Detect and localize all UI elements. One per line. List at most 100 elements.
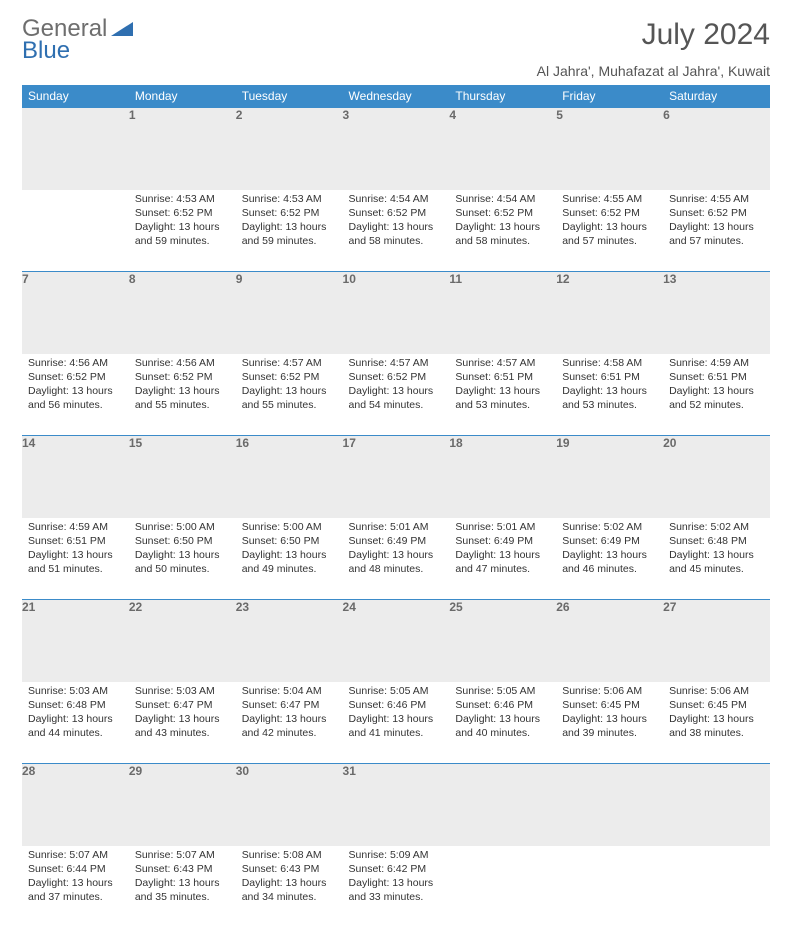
brand-word2: Blue: [22, 40, 70, 62]
day-details: Sunrise: 5:08 AMSunset: 6:43 PMDaylight:…: [236, 846, 343, 911]
day-body-row: Sunrise: 4:56 AMSunset: 6:52 PMDaylight:…: [22, 354, 770, 436]
day-number: 12: [556, 272, 663, 354]
day-details: Sunrise: 5:00 AMSunset: 6:50 PMDaylight:…: [236, 518, 343, 583]
day-details: Sunrise: 4:56 AMSunset: 6:52 PMDaylight:…: [129, 354, 236, 419]
day-number: 30: [236, 764, 343, 846]
day-number: [556, 764, 663, 846]
day-body-row: Sunrise: 5:03 AMSunset: 6:48 PMDaylight:…: [22, 682, 770, 764]
day-number-row: 14151617181920: [22, 436, 770, 518]
day-details: Sunrise: 4:54 AMSunset: 6:52 PMDaylight:…: [343, 190, 450, 255]
month-title: July 2024: [642, 18, 770, 52]
day-cell: Sunrise: 4:55 AMSunset: 6:52 PMDaylight:…: [663, 190, 770, 272]
weekday-header: Saturday: [663, 85, 770, 108]
day-number: 7: [22, 272, 129, 354]
day-details: [663, 846, 770, 854]
weekday-header: Sunday: [22, 85, 129, 108]
day-details: Sunrise: 4:55 AMSunset: 6:52 PMDaylight:…: [663, 190, 770, 255]
day-details: Sunrise: 4:57 AMSunset: 6:51 PMDaylight:…: [449, 354, 556, 419]
day-body-row: Sunrise: 5:07 AMSunset: 6:44 PMDaylight:…: [22, 846, 770, 928]
day-cell: Sunrise: 4:58 AMSunset: 6:51 PMDaylight:…: [556, 354, 663, 436]
day-cell: [22, 190, 129, 272]
day-cell: Sunrise: 5:08 AMSunset: 6:43 PMDaylight:…: [236, 846, 343, 928]
day-number: 14: [22, 436, 129, 518]
day-number: 29: [129, 764, 236, 846]
day-number: 15: [129, 436, 236, 518]
day-details: Sunrise: 5:03 AMSunset: 6:48 PMDaylight:…: [22, 682, 129, 747]
day-details: Sunrise: 4:57 AMSunset: 6:52 PMDaylight:…: [343, 354, 450, 419]
day-cell: Sunrise: 4:55 AMSunset: 6:52 PMDaylight:…: [556, 190, 663, 272]
day-cell: Sunrise: 5:06 AMSunset: 6:45 PMDaylight:…: [663, 682, 770, 764]
weekday-header: Thursday: [449, 85, 556, 108]
day-details: [556, 846, 663, 854]
day-cell: Sunrise: 5:03 AMSunset: 6:48 PMDaylight:…: [22, 682, 129, 764]
day-cell: Sunrise: 5:01 AMSunset: 6:49 PMDaylight:…: [449, 518, 556, 600]
day-cell: Sunrise: 5:03 AMSunset: 6:47 PMDaylight:…: [129, 682, 236, 764]
day-details: Sunrise: 5:07 AMSunset: 6:44 PMDaylight:…: [22, 846, 129, 911]
day-details: Sunrise: 4:56 AMSunset: 6:52 PMDaylight:…: [22, 354, 129, 419]
weekday-header: Monday: [129, 85, 236, 108]
day-details: Sunrise: 4:53 AMSunset: 6:52 PMDaylight:…: [129, 190, 236, 255]
calendar-table: SundayMondayTuesdayWednesdayThursdayFrid…: [22, 85, 770, 928]
day-details: Sunrise: 5:07 AMSunset: 6:43 PMDaylight:…: [129, 846, 236, 911]
weekday-header: Wednesday: [343, 85, 450, 108]
day-cell: Sunrise: 4:59 AMSunset: 6:51 PMDaylight:…: [663, 354, 770, 436]
day-cell: Sunrise: 5:02 AMSunset: 6:48 PMDaylight:…: [663, 518, 770, 600]
day-number: 19: [556, 436, 663, 518]
day-details: Sunrise: 5:03 AMSunset: 6:47 PMDaylight:…: [129, 682, 236, 747]
day-cell: [556, 846, 663, 928]
day-details: Sunrise: 5:01 AMSunset: 6:49 PMDaylight:…: [343, 518, 450, 583]
day-number: 13: [663, 272, 770, 354]
day-cell: Sunrise: 5:07 AMSunset: 6:43 PMDaylight:…: [129, 846, 236, 928]
day-number: 6: [663, 108, 770, 190]
day-cell: Sunrise: 5:01 AMSunset: 6:49 PMDaylight:…: [343, 518, 450, 600]
day-cell: Sunrise: 5:02 AMSunset: 6:49 PMDaylight:…: [556, 518, 663, 600]
day-number: 9: [236, 272, 343, 354]
day-number: 18: [449, 436, 556, 518]
day-cell: Sunrise: 5:07 AMSunset: 6:44 PMDaylight:…: [22, 846, 129, 928]
day-details: [449, 846, 556, 854]
day-cell: Sunrise: 4:53 AMSunset: 6:52 PMDaylight:…: [236, 190, 343, 272]
weekday-header-row: SundayMondayTuesdayWednesdayThursdayFrid…: [22, 85, 770, 108]
day-number: 1: [129, 108, 236, 190]
day-details: Sunrise: 5:01 AMSunset: 6:49 PMDaylight:…: [449, 518, 556, 583]
day-cell: Sunrise: 5:09 AMSunset: 6:42 PMDaylight:…: [343, 846, 450, 928]
day-cell: Sunrise: 4:59 AMSunset: 6:51 PMDaylight:…: [22, 518, 129, 600]
day-cell: [449, 846, 556, 928]
day-details: Sunrise: 5:05 AMSunset: 6:46 PMDaylight:…: [449, 682, 556, 747]
day-details: [22, 190, 129, 198]
day-details: Sunrise: 4:57 AMSunset: 6:52 PMDaylight:…: [236, 354, 343, 419]
day-number: 10: [343, 272, 450, 354]
day-details: Sunrise: 5:02 AMSunset: 6:48 PMDaylight:…: [663, 518, 770, 583]
day-number: 8: [129, 272, 236, 354]
day-details: Sunrise: 5:00 AMSunset: 6:50 PMDaylight:…: [129, 518, 236, 583]
day-details: Sunrise: 5:06 AMSunset: 6:45 PMDaylight:…: [663, 682, 770, 747]
day-cell: Sunrise: 4:53 AMSunset: 6:52 PMDaylight:…: [129, 190, 236, 272]
day-cell: Sunrise: 5:06 AMSunset: 6:45 PMDaylight:…: [556, 682, 663, 764]
day-details: Sunrise: 5:09 AMSunset: 6:42 PMDaylight:…: [343, 846, 450, 911]
logo-triangle-icon: [111, 18, 133, 40]
day-cell: [663, 846, 770, 928]
day-number: 2: [236, 108, 343, 190]
day-details: Sunrise: 5:06 AMSunset: 6:45 PMDaylight:…: [556, 682, 663, 747]
day-number-row: 123456: [22, 108, 770, 190]
day-cell: Sunrise: 5:05 AMSunset: 6:46 PMDaylight:…: [343, 682, 450, 764]
day-cell: Sunrise: 4:56 AMSunset: 6:52 PMDaylight:…: [129, 354, 236, 436]
day-details: Sunrise: 5:02 AMSunset: 6:49 PMDaylight:…: [556, 518, 663, 583]
day-cell: Sunrise: 5:05 AMSunset: 6:46 PMDaylight:…: [449, 682, 556, 764]
day-number: 20: [663, 436, 770, 518]
day-body-row: Sunrise: 4:53 AMSunset: 6:52 PMDaylight:…: [22, 190, 770, 272]
day-details: Sunrise: 4:59 AMSunset: 6:51 PMDaylight:…: [22, 518, 129, 583]
day-details: Sunrise: 4:58 AMSunset: 6:51 PMDaylight:…: [556, 354, 663, 419]
day-cell: Sunrise: 4:57 AMSunset: 6:52 PMDaylight:…: [343, 354, 450, 436]
day-cell: Sunrise: 5:00 AMSunset: 6:50 PMDaylight:…: [236, 518, 343, 600]
day-cell: Sunrise: 5:04 AMSunset: 6:47 PMDaylight:…: [236, 682, 343, 764]
day-cell: Sunrise: 4:57 AMSunset: 6:52 PMDaylight:…: [236, 354, 343, 436]
day-number: 16: [236, 436, 343, 518]
weekday-header: Friday: [556, 85, 663, 108]
day-body-row: Sunrise: 4:59 AMSunset: 6:51 PMDaylight:…: [22, 518, 770, 600]
day-cell: Sunrise: 4:56 AMSunset: 6:52 PMDaylight:…: [22, 354, 129, 436]
day-number: 3: [343, 108, 450, 190]
day-number-row: 28293031: [22, 764, 770, 846]
day-number: [663, 764, 770, 846]
day-cell: Sunrise: 4:54 AMSunset: 6:52 PMDaylight:…: [449, 190, 556, 272]
